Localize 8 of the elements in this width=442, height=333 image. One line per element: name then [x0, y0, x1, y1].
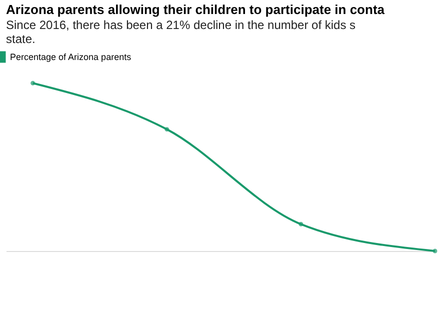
point: [298, 222, 304, 226]
point: [164, 127, 170, 132]
point: [30, 80, 36, 86]
point: [432, 248, 438, 254]
text: state.: [6, 32, 36, 46]
legend-label: Percentage of Arizona parents: [10, 52, 132, 62]
chart-title: Arizona parents allowing their children to participate in conta: [6, 2, 386, 17]
text: Since 2016, there has been a 21% decline in the number of kids s: [6, 18, 356, 32]
